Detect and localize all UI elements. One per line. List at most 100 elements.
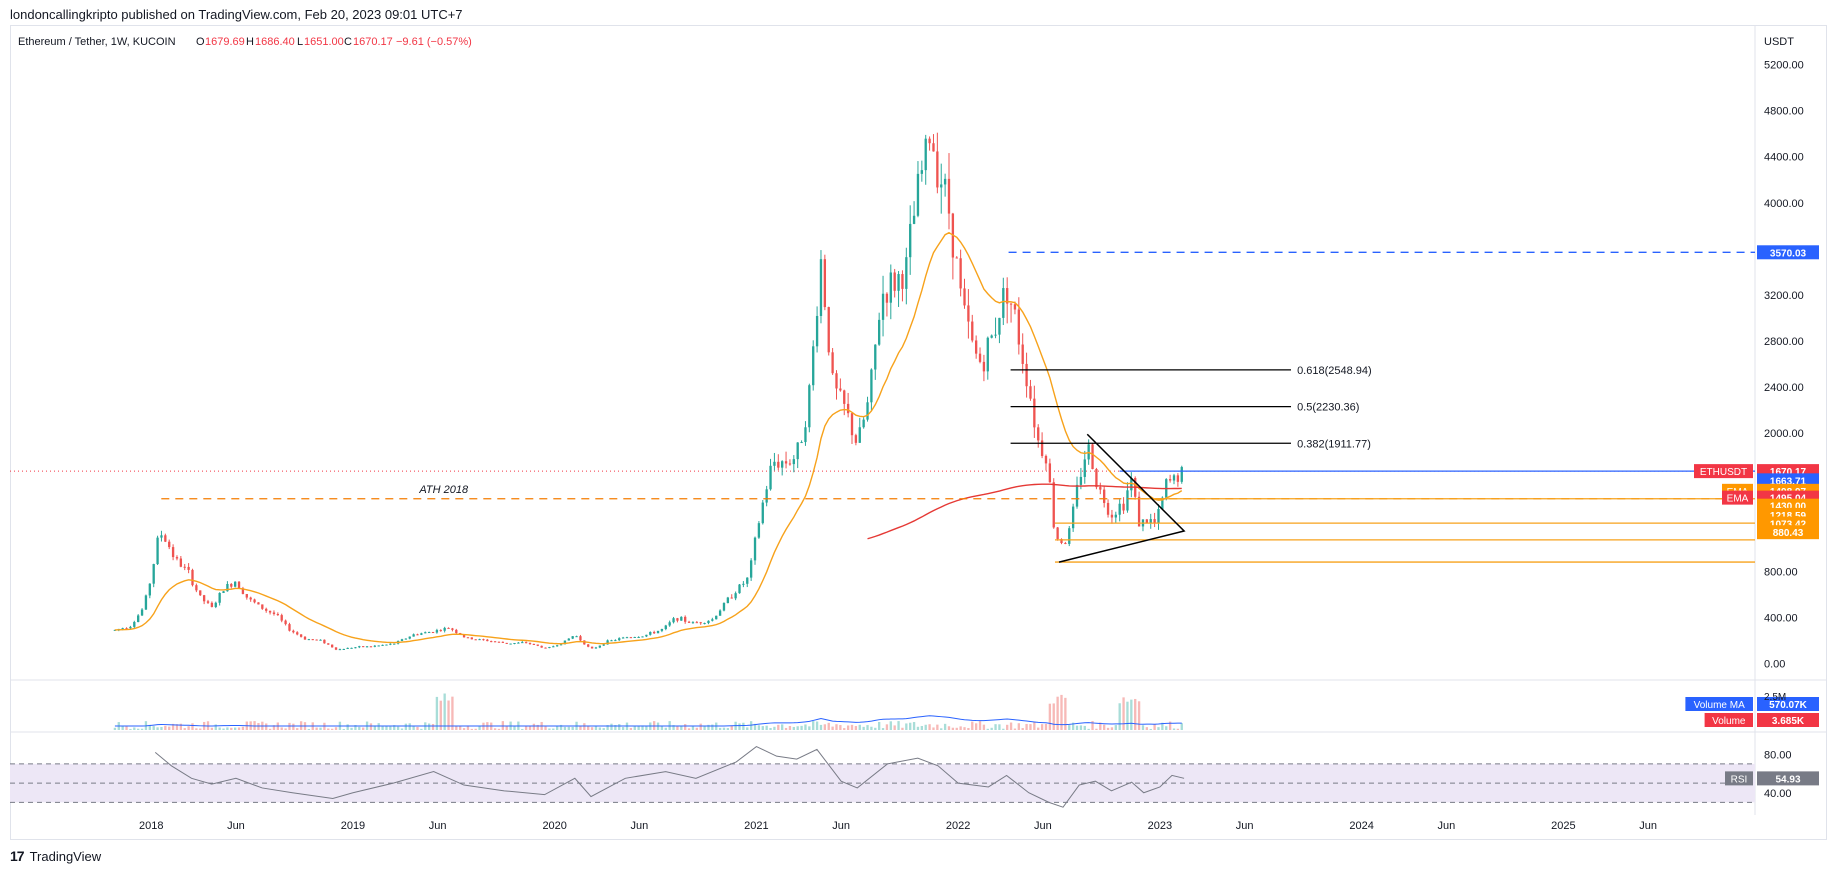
candle-body bbox=[125, 628, 128, 630]
candle-body bbox=[299, 634, 303, 637]
candle-body bbox=[909, 223, 912, 258]
candle-body bbox=[986, 337, 989, 372]
candle-body bbox=[427, 632, 431, 634]
candle-body bbox=[265, 608, 268, 611]
volume-bar bbox=[788, 725, 792, 730]
candle-body bbox=[474, 639, 477, 641]
volume-bar bbox=[738, 723, 741, 730]
volume-bar bbox=[974, 723, 978, 730]
candle-body bbox=[846, 403, 850, 414]
candle-body bbox=[610, 640, 613, 642]
candle-body bbox=[571, 636, 574, 639]
volume-bar bbox=[474, 728, 477, 730]
candle-body bbox=[947, 178, 951, 214]
candle-body bbox=[509, 643, 512, 645]
candle-body bbox=[998, 317, 1001, 335]
volume-bar bbox=[1149, 728, 1152, 730]
volume-bar bbox=[385, 726, 388, 730]
volume-bar bbox=[470, 728, 473, 730]
time-tick-label: 2018 bbox=[139, 820, 163, 832]
volume-bar bbox=[307, 728, 311, 730]
candle-body bbox=[1114, 514, 1117, 518]
volume-bar bbox=[850, 724, 854, 730]
candle-body bbox=[963, 288, 966, 306]
candle-body bbox=[1056, 527, 1059, 540]
volume-bar bbox=[1037, 727, 1040, 730]
volume-bar bbox=[691, 726, 695, 730]
tradingview-logo-icon: 17 bbox=[10, 848, 25, 864]
candle-body bbox=[831, 352, 834, 374]
candle-body bbox=[261, 604, 264, 609]
volume-bar bbox=[210, 727, 214, 730]
volume-bar bbox=[257, 723, 260, 730]
candle-body bbox=[1017, 309, 1020, 345]
volume-bar bbox=[680, 726, 683, 730]
volume-bar bbox=[870, 726, 873, 730]
time-tick-label: Jun bbox=[1437, 820, 1455, 832]
candle-body bbox=[1060, 539, 1063, 544]
candle-body bbox=[796, 442, 799, 460]
time-tick-label: 2020 bbox=[542, 820, 566, 832]
volume-bar bbox=[400, 728, 404, 730]
volume-bar bbox=[909, 722, 912, 730]
candle-body bbox=[618, 638, 621, 641]
candle-body bbox=[742, 583, 745, 585]
volume-bar bbox=[1134, 698, 1137, 730]
candle-body bbox=[761, 502, 764, 524]
volume-bar bbox=[610, 723, 613, 730]
volume-bar bbox=[171, 723, 175, 730]
candle-body bbox=[563, 640, 567, 645]
volume-bar bbox=[629, 727, 633, 730]
volume-bar bbox=[327, 728, 330, 730]
volume-bar bbox=[396, 726, 400, 730]
candle-body bbox=[152, 564, 155, 584]
volume-bar bbox=[951, 727, 955, 730]
volume-ma-line bbox=[114, 715, 1182, 727]
volume-bar bbox=[746, 727, 749, 730]
candle-body bbox=[901, 274, 904, 289]
candle-body bbox=[315, 639, 318, 641]
ohlc-low-value: 1651.00 bbox=[304, 36, 344, 48]
y-axis-unit: USDT bbox=[1764, 36, 1794, 48]
volume-bar bbox=[1056, 696, 1059, 730]
volume-bar bbox=[354, 725, 357, 730]
volume-bar bbox=[687, 728, 691, 730]
volume-bar bbox=[459, 726, 462, 730]
volume-bar bbox=[521, 728, 524, 730]
annotations: ATH 2018 0.618(2548.94) 0.5(2230.36) 0.382(… bbox=[161, 251, 1755, 563]
volume-bar bbox=[137, 728, 140, 730]
candle-body bbox=[168, 541, 171, 548]
volume-bar bbox=[393, 725, 396, 730]
candle-body bbox=[812, 346, 815, 386]
chart-frame[interactable] bbox=[10, 25, 1827, 840]
tradingview-brand[interactable]: 17 TradingView bbox=[10, 848, 101, 864]
volume-bar bbox=[234, 727, 237, 730]
price-tick-label: 4800.00 bbox=[1764, 106, 1804, 118]
candle-body bbox=[431, 632, 435, 634]
volume-legend-value-bg bbox=[1757, 713, 1819, 727]
volume-bar bbox=[672, 725, 675, 730]
candle-body bbox=[330, 644, 334, 648]
candle-body bbox=[672, 618, 675, 623]
volume-bar bbox=[342, 728, 345, 730]
volume-bar bbox=[765, 725, 768, 730]
volume-bar bbox=[563, 726, 567, 730]
time-axis: 2018 Jun 2019 Jun 2020 Jun 2021 Jun 2022 Jun 2023 J… bbox=[139, 820, 1657, 832]
volume-bar bbox=[893, 725, 896, 730]
candle-body bbox=[874, 344, 877, 370]
volume-bar bbox=[381, 726, 384, 730]
volume-bar bbox=[230, 727, 233, 730]
volume-bar bbox=[187, 726, 190, 730]
volume-bar bbox=[125, 725, 128, 730]
candle-body bbox=[389, 643, 392, 645]
volume-bar bbox=[296, 728, 299, 730]
volume-bar bbox=[265, 723, 268, 730]
candle-body bbox=[978, 353, 982, 362]
volume-bar bbox=[315, 727, 318, 730]
volume-bar bbox=[439, 700, 442, 730]
volume-bar bbox=[955, 727, 958, 730]
volume-bar bbox=[156, 727, 159, 730]
volume-bar bbox=[1165, 726, 1168, 730]
volume-bar bbox=[711, 724, 714, 730]
